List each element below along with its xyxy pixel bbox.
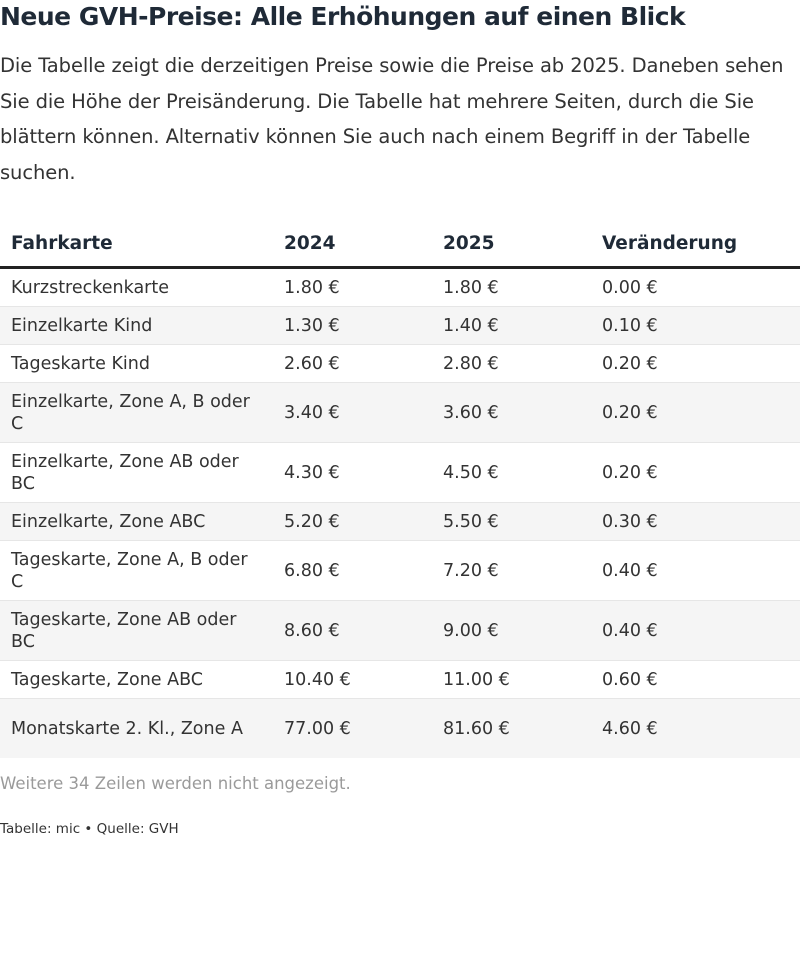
table-row: Monatskarte 2. Kl., Zone A 77.00 €81.60 €…: [0, 698, 800, 758]
table-row: Kurzstreckenkarte 1.80 €1.80 €0.00 €: [0, 267, 800, 307]
cell-2024: 8.60 €: [273, 600, 432, 661]
cell-2024: 5.20 €: [273, 502, 432, 541]
cell-2025: 3.60 €: [432, 382, 591, 443]
cell-veraenderung: 0.20 €: [591, 442, 800, 503]
cell-2024: 6.80 €: [273, 540, 432, 601]
cell-fahrkarte: Tageskarte, Zone ABC: [0, 660, 273, 699]
cell-2025: 5.50 €: [432, 502, 591, 541]
page: Neue GVH-Preise: Alle Erhöhungen auf ein…: [0, 2, 800, 837]
cell-2024: 3.40 €: [273, 382, 432, 443]
cell-veraenderung: 0.10 €: [591, 306, 800, 345]
source-credit: Tabelle: mic • Quelle: GVH: [0, 821, 179, 837]
cell-2025: 9.00 €: [432, 600, 591, 661]
cell-fahrkarte: Tageskarte Kind: [0, 344, 273, 383]
cell-2024: 10.40 €: [273, 660, 432, 699]
cell-2024: 77.00 €: [273, 698, 432, 758]
header-row: Fahrkarte 2024 2025 Veränderung: [0, 220, 800, 269]
cell-fahrkarte: Einzelkarte Kind: [0, 306, 273, 345]
table-description: Die Tabelle zeigt die derzeitigen Preise…: [0, 54, 784, 184]
cell-2024: 1.30 €: [273, 306, 432, 345]
cell-fahrkarte: Einzelkarte, Zone A, B oder C: [0, 382, 273, 443]
cell-2025: 4.50 €: [432, 442, 591, 503]
page-title: Neue GVH-Preise: Alle Erhöhungen auf ein…: [0, 2, 686, 31]
table-row: Tageskarte Kind 2.60 €2.80 €0.20 €: [0, 344, 800, 383]
cell-fahrkarte: Einzelkarte, Zone ABC: [0, 502, 273, 541]
column-header-2024[interactable]: 2024: [273, 220, 432, 269]
cell-2024: 2.60 €: [273, 344, 432, 383]
cell-fahrkarte: Kurzstreckenkarte: [0, 267, 273, 307]
cell-2024: 1.80 €: [273, 267, 432, 307]
cell-2025: 7.20 €: [432, 540, 591, 601]
cell-veraenderung: 4.60 €: [591, 698, 800, 758]
hidden-rows-note: Weitere 34 Zeilen werden nicht angezeigt…: [0, 774, 351, 793]
cell-fahrkarte: Tageskarte, Zone AB oder BC: [0, 600, 273, 661]
cell-veraenderung: 0.40 €: [591, 540, 800, 601]
cell-2024: 4.30 €: [273, 442, 432, 503]
cell-fahrkarte: Tageskarte, Zone A, B oder C: [0, 540, 273, 601]
table-header: Fahrkarte 2024 2025 Veränderung: [0, 220, 800, 269]
table-body: Kurzstreckenkarte 1.80 €1.80 €0.00 € Einze…: [0, 267, 800, 758]
cell-veraenderung: 0.20 €: [591, 344, 800, 383]
cell-2025: 2.80 €: [432, 344, 591, 383]
cell-fahrkarte: Monatskarte 2. Kl., Zone A: [0, 698, 273, 758]
table-row: Tageskarte, Zone AB oder BC 8.60 €9.00 €0…: [0, 600, 800, 661]
table-row: Einzelkarte, Zone AB oder BC 4.30 €4.50 €…: [0, 442, 800, 503]
cell-veraenderung: 0.40 €: [591, 600, 800, 661]
cell-veraenderung: 0.00 €: [591, 267, 800, 307]
cell-veraenderung: 0.60 €: [591, 660, 800, 699]
table-row: Tageskarte, Zone ABC 10.40 €11.00 €0.60 €: [0, 660, 800, 699]
cell-2025: 11.00 €: [432, 660, 591, 699]
column-header-veraenderung[interactable]: Veränderung: [591, 220, 800, 269]
cell-veraenderung: 0.20 €: [591, 382, 800, 443]
cell-2025: 1.80 €: [432, 267, 591, 307]
cell-2025: 1.40 €: [432, 306, 591, 345]
cell-veraenderung: 0.30 €: [591, 502, 800, 541]
cell-2025: 81.60 €: [432, 698, 591, 758]
price-table: Fahrkarte 2024 2025 Veränderung Kurzstre…: [0, 220, 800, 758]
table-row: Einzelkarte Kind 1.30 €1.40 €0.10 €: [0, 306, 800, 345]
table-row: Tageskarte, Zone A, B oder C 6.80 €7.20 €…: [0, 540, 800, 601]
cell-fahrkarte: Einzelkarte, Zone AB oder BC: [0, 442, 273, 503]
table-row: Einzelkarte, Zone ABC 5.20 €5.50 €0.30 €: [0, 502, 800, 541]
column-header-2025[interactable]: 2025: [432, 220, 591, 269]
table-row: Einzelkarte, Zone A, B oder C 3.40 €3.60 …: [0, 382, 800, 443]
column-header-fahrkarte[interactable]: Fahrkarte: [0, 220, 273, 269]
